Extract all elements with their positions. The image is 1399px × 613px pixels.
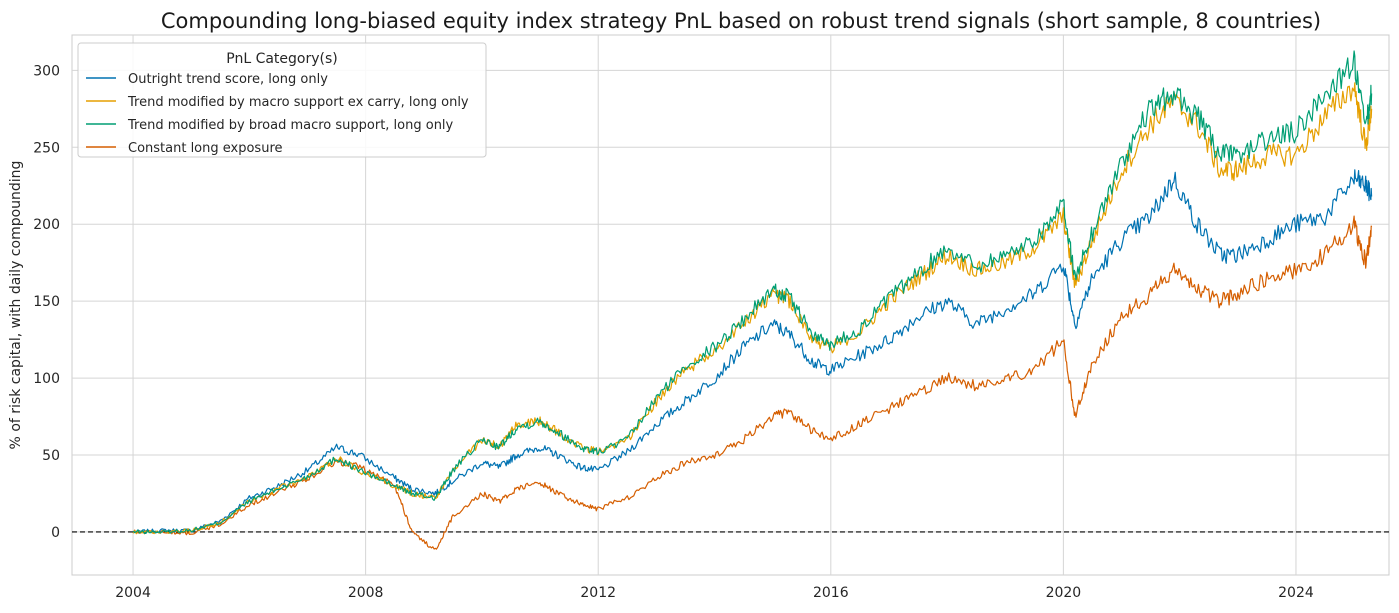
- legend-label: Constant long exposure: [128, 141, 283, 156]
- x-tick-label: 2012: [580, 585, 616, 601]
- legend-items: Outright trend score, long only Trend mod…: [86, 72, 469, 156]
- x-tick-label: 2024: [1278, 585, 1314, 601]
- y-tick-label: 300: [33, 63, 60, 79]
- series-layer: [132, 50, 1373, 550]
- legend-label: Trend modified by macro support ex carry…: [127, 95, 469, 110]
- x-tick-label: 2020: [1046, 585, 1082, 601]
- legend-title: PnL Category(s): [226, 51, 338, 67]
- chart-title: Compounding long-biased equity index str…: [161, 9, 1321, 33]
- legend-box: [77, 42, 487, 158]
- legend-label: Trend modified by broad macro support, l…: [127, 118, 454, 133]
- x-axis-ticks: 2004 2008 2012 2016 2020 2024: [115, 585, 1314, 601]
- y-tick-label: 150: [33, 294, 60, 310]
- y-axis-label: % of risk capital, with daily compoundin…: [8, 161, 24, 450]
- y-axis-ticks: 0 50 100 150 200 250 300: [33, 63, 60, 541]
- series-line: [132, 169, 1373, 534]
- x-tick-label: 2004: [115, 585, 151, 601]
- series-line: [132, 50, 1373, 534]
- y-tick-label: 200: [33, 217, 60, 233]
- y-tick-label: 100: [33, 371, 60, 387]
- y-tick-label: 50: [42, 448, 60, 464]
- y-tick-label: 0: [51, 525, 60, 541]
- x-tick-label: 2008: [348, 585, 384, 601]
- series-line: [132, 215, 1373, 550]
- legend-label: Outright trend score, long only: [128, 72, 328, 87]
- y-tick-label: 250: [33, 140, 60, 156]
- legend: PnL Category(s) Outright trend score, lo…: [77, 42, 487, 158]
- x-tick-label: 2016: [813, 585, 849, 601]
